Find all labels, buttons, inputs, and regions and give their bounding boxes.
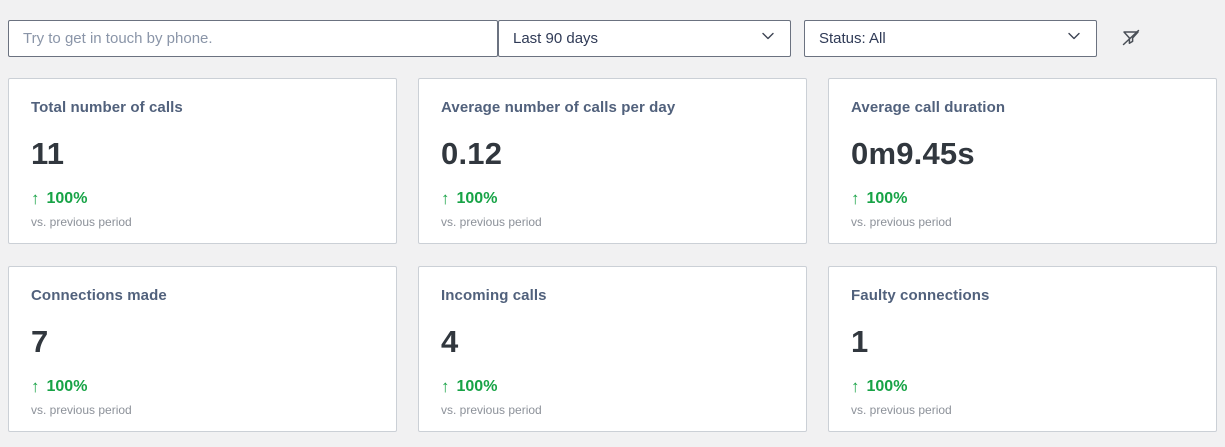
stat-card-title: Average number of calls per day <box>441 99 676 116</box>
clear-filter-button[interactable] <box>1115 21 1147 56</box>
stat-card-total-calls: Total number of calls 11 ↑ 100% vs. prev… <box>8 78 397 244</box>
stat-card-delta: ↑ 100% <box>441 189 497 209</box>
stat-card-value: 4 <box>441 324 459 359</box>
arrow-up-icon: ↑ <box>851 189 860 208</box>
stat-card-footnote: vs. previous period <box>31 403 132 417</box>
filters-bar: Last 90 days Status: All <box>8 20 1217 57</box>
stat-card-title: Incoming calls <box>441 287 547 304</box>
status-select-value: Status: All <box>819 30 886 47</box>
stat-card-title: Average call duration <box>851 99 1006 116</box>
filter-clear-icon <box>1119 25 1143 52</box>
stat-card-footnote: vs. previous period <box>31 215 132 229</box>
chevron-down-icon <box>760 28 776 49</box>
search-input[interactable] <box>8 20 498 57</box>
chevron-down-icon <box>1066 28 1082 49</box>
arrow-up-icon: ↑ <box>441 189 450 208</box>
stat-cards-grid: Total number of calls 11 ↑ 100% vs. prev… <box>8 78 1217 432</box>
arrow-up-icon: ↑ <box>31 377 40 396</box>
stat-card-delta: ↑ 100% <box>851 189 907 209</box>
period-select[interactable]: Last 90 days <box>498 20 791 57</box>
stat-card-footnote: vs. previous period <box>441 403 542 417</box>
stat-card-delta: ↑ 100% <box>441 377 497 397</box>
stat-card-footnote: vs. previous period <box>851 403 952 417</box>
stat-card-delta-value: 100% <box>456 378 498 395</box>
stat-card-footnote: vs. previous period <box>851 215 952 229</box>
stat-card-delta: ↑ 100% <box>851 377 907 397</box>
stat-card-title: Faulty connections <box>851 287 990 304</box>
stat-card-delta: ↑ 100% <box>31 377 87 397</box>
stat-card-connections-made: Connections made 7 ↑ 100% vs. previous p… <box>8 266 397 432</box>
status-select[interactable]: Status: All <box>804 20 1097 57</box>
stat-card-value: 0m9.45s <box>851 136 975 171</box>
arrow-up-icon: ↑ <box>31 189 40 208</box>
arrow-up-icon: ↑ <box>851 377 860 396</box>
stat-card-value: 11 <box>31 136 65 171</box>
stat-card-title: Connections made <box>31 287 167 304</box>
arrow-up-icon: ↑ <box>441 377 450 396</box>
stat-card-delta-value: 100% <box>866 378 908 395</box>
stat-card-delta-value: 100% <box>456 190 498 207</box>
stat-card-delta-value: 100% <box>46 190 88 207</box>
stat-card-footnote: vs. previous period <box>441 215 542 229</box>
stat-card-value: 0.12 <box>441 136 503 171</box>
stat-card-incoming-calls: Incoming calls 4 ↑ 100% vs. previous per… <box>418 266 807 432</box>
period-select-value: Last 90 days <box>513 30 599 47</box>
stat-card-avg-calls-per-day: Average number of calls per day 0.12 ↑ 1… <box>418 78 807 244</box>
stat-card-delta-value: 100% <box>46 378 88 395</box>
stat-card-avg-call-duration: Average call duration 0m9.45s ↑ 100% vs.… <box>828 78 1217 244</box>
stat-card-title: Total number of calls <box>31 99 183 116</box>
stat-card-delta-value: 100% <box>866 190 908 207</box>
stat-card-delta: ↑ 100% <box>31 189 87 209</box>
stat-card-value: 1 <box>851 324 869 359</box>
stat-card-value: 7 <box>31 324 49 359</box>
stat-card-faulty-connections: Faulty connections 1 ↑ 100% vs. previous… <box>828 266 1217 432</box>
